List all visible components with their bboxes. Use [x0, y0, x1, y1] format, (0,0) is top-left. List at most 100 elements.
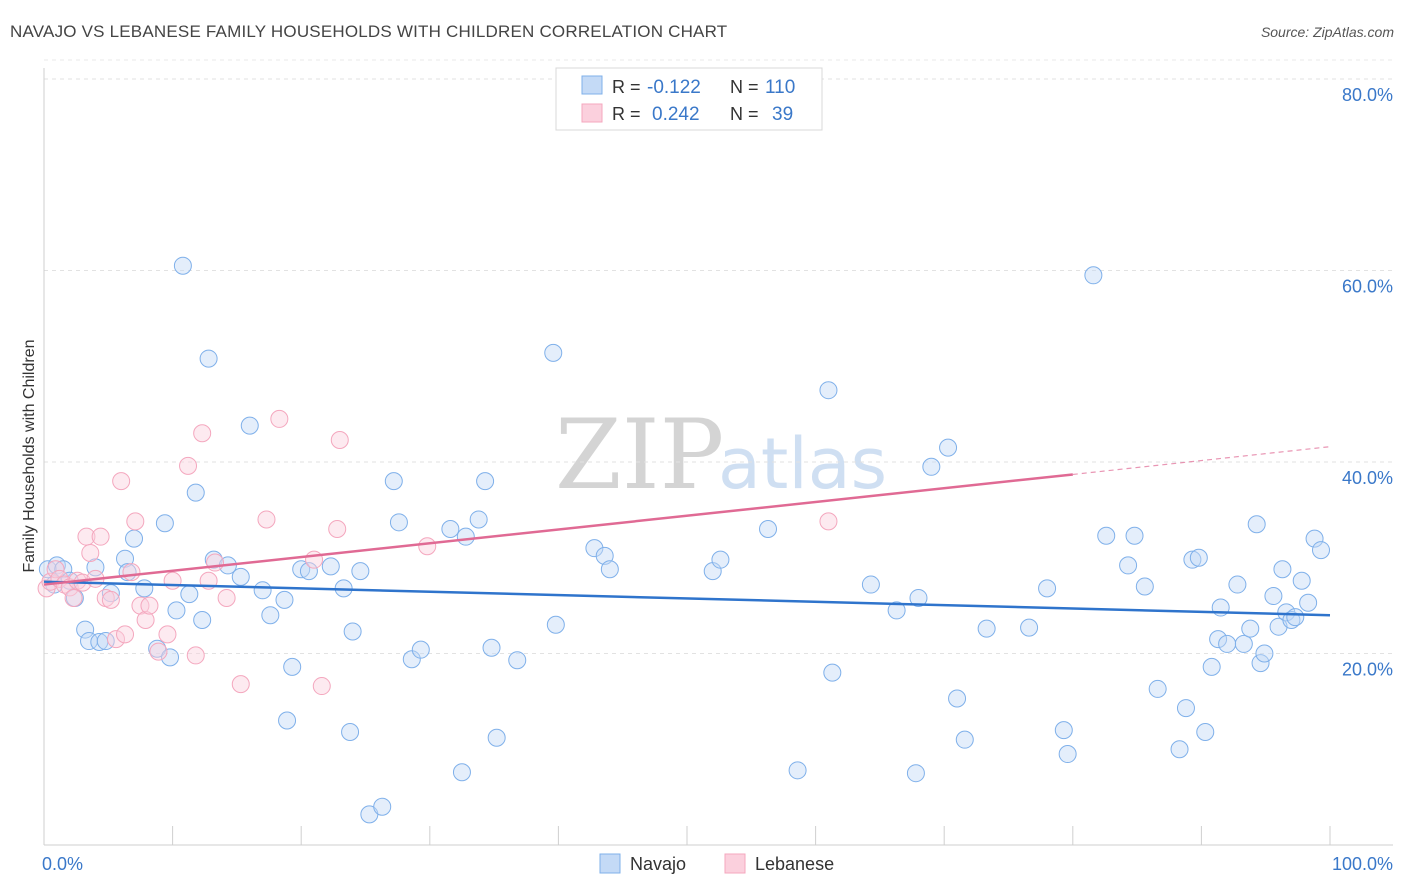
lebanese-n-value: 39	[772, 104, 793, 125]
navajo-point	[1241, 619, 1260, 638]
lebanese-point	[330, 430, 349, 449]
navajo-point	[1299, 593, 1318, 612]
navajo-point	[939, 438, 958, 457]
navajo-point	[1135, 577, 1154, 596]
navajo-point	[278, 711, 297, 730]
lebanese-legend-swatch	[581, 103, 603, 123]
navajo-point	[180, 585, 199, 604]
y-tick-label: 20.0%	[1342, 660, 1393, 680]
navajo-point	[948, 689, 967, 708]
lebanese-r-value: 0.242	[652, 104, 700, 125]
lebanese-point	[126, 512, 145, 531]
navajo-point	[1202, 657, 1221, 676]
navajo-point	[955, 730, 974, 749]
navajo-point	[283, 657, 302, 676]
navajo-point	[292, 560, 311, 579]
navajo-point	[1209, 630, 1228, 649]
watermark-atlas: atlas	[718, 423, 887, 505]
navajo-point	[906, 764, 925, 783]
lebanese-trend-extension	[1072, 446, 1331, 476]
trend-lines	[43, 446, 1331, 617]
source-credit: Source: ZipAtlas.com	[1260, 24, 1394, 40]
navajo-point	[155, 514, 174, 533]
navajo-point	[823, 663, 842, 682]
navajo-point	[231, 567, 250, 586]
lebanese-r-label: R =	[612, 104, 641, 124]
lebanese-point	[81, 543, 100, 562]
y-tick-label: 40.0%	[1342, 468, 1393, 488]
navajo-point	[1286, 608, 1305, 627]
navajo-point	[240, 416, 259, 435]
navajo-point	[1251, 654, 1270, 673]
correlation-legend: R = -0.122 N = 110 R = 0.242 N = 39	[555, 67, 823, 131]
x-tick-label-min: 0.0%	[42, 854, 83, 874]
navajo-point	[819, 381, 838, 400]
lebanese-point	[193, 424, 212, 443]
navajo-point	[1020, 618, 1039, 637]
navajo-point	[384, 472, 403, 491]
navajo-n-value: 110	[765, 77, 795, 98]
navajo-point	[1218, 634, 1237, 653]
navajo-point	[1176, 699, 1195, 718]
navajo-point	[1125, 526, 1144, 545]
navajo-point	[1084, 266, 1103, 285]
navajo-points	[38, 256, 1330, 824]
lebanese-point	[116, 625, 135, 644]
navajo-point	[441, 520, 460, 539]
y-tick-label: 60.0%	[1342, 277, 1393, 297]
navajo-point	[595, 546, 614, 565]
lebanese-point	[64, 588, 83, 607]
navajo-point	[508, 651, 527, 670]
navajo-point	[341, 723, 360, 742]
navajo-trend-line	[43, 580, 1331, 617]
lebanese-n-label: N =	[730, 104, 759, 124]
navajo-point	[1255, 644, 1274, 663]
navajo-point	[1189, 548, 1208, 567]
y-axis-label: Family Households with Children	[21, 340, 38, 573]
navajo-point	[482, 638, 501, 657]
lebanese-point	[140, 596, 159, 615]
navajo-point	[452, 763, 471, 782]
navajo-point	[585, 539, 604, 558]
navajo-point	[135, 579, 154, 598]
lebanese-point	[158, 625, 177, 644]
lebanese-point	[257, 510, 276, 529]
navajo-point	[343, 622, 362, 641]
navajo-point	[887, 601, 906, 620]
navajo-point	[759, 520, 778, 539]
navajo-point	[600, 560, 619, 579]
lebanese-point	[328, 520, 347, 539]
lebanese-point	[819, 512, 838, 531]
navajo-point	[1058, 745, 1077, 764]
lebanese-point	[270, 409, 289, 428]
navajo-point	[125, 529, 144, 548]
lebanese-point	[91, 527, 110, 546]
navajo-point	[411, 640, 430, 659]
navajo-point	[546, 615, 565, 634]
navajo-point	[1292, 571, 1311, 590]
navajo-point	[299, 562, 318, 581]
navajo-point	[469, 510, 488, 529]
chart-title: NAVAJO VS LEBANESE FAMILY HOUSEHOLDS WIT…	[10, 22, 728, 41]
navajo-point	[389, 513, 408, 532]
lebanese-bottom-label: Lebanese	[755, 854, 834, 874]
navajo-point	[1119, 556, 1138, 575]
series-legend: Navajo Lebanese	[599, 853, 834, 874]
lebanese-point	[305, 550, 324, 569]
navajo-point	[402, 650, 421, 669]
lebanese-point	[186, 646, 205, 665]
navajo-point	[909, 588, 928, 607]
navajo-legend-swatch	[581, 75, 603, 95]
lebanese-point	[312, 677, 331, 696]
navajo-point	[275, 590, 294, 609]
navajo-point	[1311, 541, 1330, 560]
navajo-point	[1247, 515, 1266, 534]
lebanese-point	[112, 472, 131, 491]
navajo-point	[76, 620, 95, 639]
lebanese-point	[206, 553, 225, 572]
lebanese-point	[122, 563, 141, 582]
navajo-r-value: -0.122	[647, 77, 701, 98]
navajo-point	[1054, 721, 1073, 740]
navajo-point	[977, 619, 996, 638]
lebanese-point	[107, 630, 126, 649]
